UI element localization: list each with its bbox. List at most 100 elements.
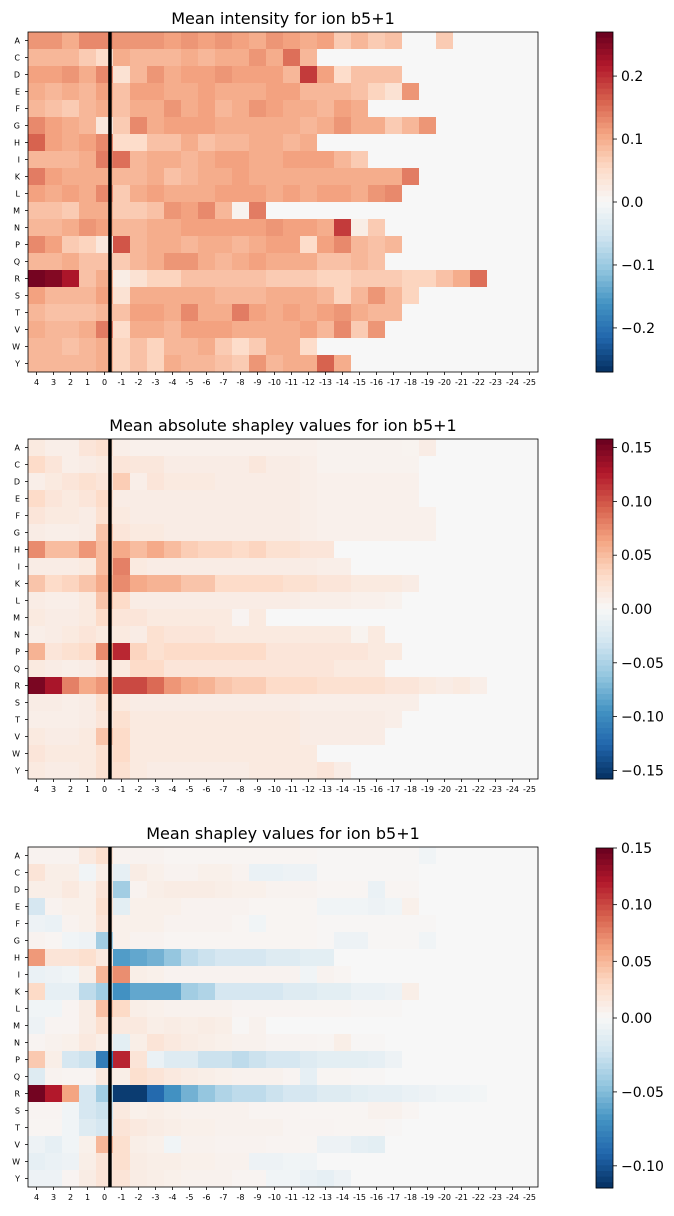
x-tick-label: -21	[455, 378, 468, 387]
heatmap-cell	[385, 762, 403, 780]
x-tick-label: -20	[438, 785, 451, 794]
heatmap-cell	[402, 592, 420, 610]
heatmap-cell	[283, 117, 301, 135]
heatmap-cell	[470, 1102, 488, 1120]
heatmap-cell	[130, 219, 148, 237]
heatmap-cell	[385, 558, 403, 576]
heatmap-cell	[181, 541, 199, 559]
heatmap-cell	[130, 932, 148, 950]
heatmap-cell	[45, 1136, 63, 1154]
colorbar-segment	[596, 281, 613, 288]
heatmap-cell	[249, 677, 267, 695]
heatmap-cell	[215, 898, 233, 916]
heatmap-cell	[215, 575, 233, 593]
heatmap-cell	[317, 236, 335, 254]
heatmap-cell	[249, 626, 267, 644]
colorbar-segment	[596, 309, 613, 316]
heatmap-cell	[300, 694, 318, 712]
heatmap-cell	[198, 677, 216, 695]
heatmap-cell	[436, 1017, 454, 1035]
heatmap-cell	[181, 1170, 199, 1188]
heatmap-cell	[402, 304, 420, 322]
x-tick-label: -17	[387, 378, 400, 387]
colorbar-tick-label: 0.05	[621, 548, 652, 564]
heatmap-cell	[45, 575, 63, 593]
heatmap-cell	[470, 728, 488, 746]
heatmap-cell	[113, 490, 131, 508]
heatmap-cell	[368, 847, 386, 865]
heatmap-cell	[453, 898, 471, 916]
heatmap-cell	[79, 321, 97, 339]
heatmap-cell	[470, 49, 488, 67]
heatmap-cell	[436, 898, 454, 916]
heatmap-cell	[436, 915, 454, 933]
heatmap-cell	[521, 1119, 539, 1137]
heatmap-cell	[198, 253, 216, 271]
colorbar-segment	[596, 151, 613, 158]
heatmap-cell	[351, 1068, 369, 1086]
y-tick-label: Y	[14, 1175, 20, 1184]
x-tick-label: -12	[302, 1193, 315, 1202]
x-tick-label: -17	[387, 1193, 400, 1202]
heatmap-cell	[453, 439, 471, 457]
heatmap-cell	[28, 49, 46, 67]
colorbar-segment	[596, 253, 613, 260]
heatmap-cell	[147, 983, 165, 1001]
heatmap-cell	[147, 287, 165, 305]
heatmap-cell	[368, 287, 386, 305]
heatmap-cell	[419, 1170, 437, 1188]
heatmap-cell	[249, 456, 267, 474]
heatmap-cell	[300, 66, 318, 84]
heatmap-cell	[385, 1136, 403, 1154]
heatmap-cell	[470, 355, 488, 373]
heatmap-cell	[504, 1017, 522, 1035]
heatmap-cell	[266, 915, 284, 933]
heatmap-cell	[147, 966, 165, 984]
colorbar-segment	[596, 933, 613, 940]
heatmap-cell	[45, 898, 63, 916]
y-tick-label: I	[18, 156, 20, 165]
heatmap-cell	[130, 1102, 148, 1120]
heatmap-cell	[334, 677, 352, 695]
heatmap-cell	[419, 338, 437, 356]
x-tick-label: -18	[404, 378, 417, 387]
heatmap-cell	[334, 660, 352, 678]
heatmap-cell	[317, 270, 335, 288]
heatmap-cell	[334, 304, 352, 322]
heatmap-cell	[147, 83, 165, 101]
heatmap-cell	[249, 236, 267, 254]
heatmap-cell	[45, 490, 63, 508]
heatmap-cell	[385, 745, 403, 763]
heatmap-cell	[470, 711, 488, 729]
heatmap-cell	[470, 134, 488, 152]
heatmap-cell	[62, 1119, 80, 1137]
colorbar-segment	[596, 876, 613, 883]
y-tick-label: W	[12, 343, 20, 352]
heatmap-cell	[453, 253, 471, 271]
heatmap-cell	[215, 49, 233, 67]
heatmap-cell	[147, 456, 165, 474]
colorbar-segment	[596, 355, 613, 362]
colorbar-segment	[596, 722, 613, 729]
colorbar-segment	[596, 682, 613, 689]
heatmap-cell	[113, 864, 131, 882]
x-tick-label: -5	[186, 1193, 194, 1202]
colorbar-segment	[596, 711, 613, 718]
heatmap-cell	[130, 1051, 148, 1069]
heatmap-cell	[368, 1119, 386, 1137]
heatmap-cell	[215, 83, 233, 101]
heatmap-cell	[232, 219, 250, 237]
heatmap-cell	[385, 507, 403, 525]
heatmap-cell	[28, 898, 46, 916]
heatmap-cell	[402, 1136, 420, 1154]
heatmap-cell	[317, 1119, 335, 1137]
heatmap-cell	[521, 321, 539, 339]
y-tick-label: Q	[14, 1073, 20, 1082]
heatmap-cell	[62, 1085, 80, 1103]
heatmap-cell	[351, 932, 369, 950]
heatmap-cell	[28, 524, 46, 542]
heatmap-cell	[130, 473, 148, 491]
heatmap-cell	[487, 1102, 505, 1120]
heatmap-cell	[28, 762, 46, 780]
heatmap-cell	[504, 694, 522, 712]
